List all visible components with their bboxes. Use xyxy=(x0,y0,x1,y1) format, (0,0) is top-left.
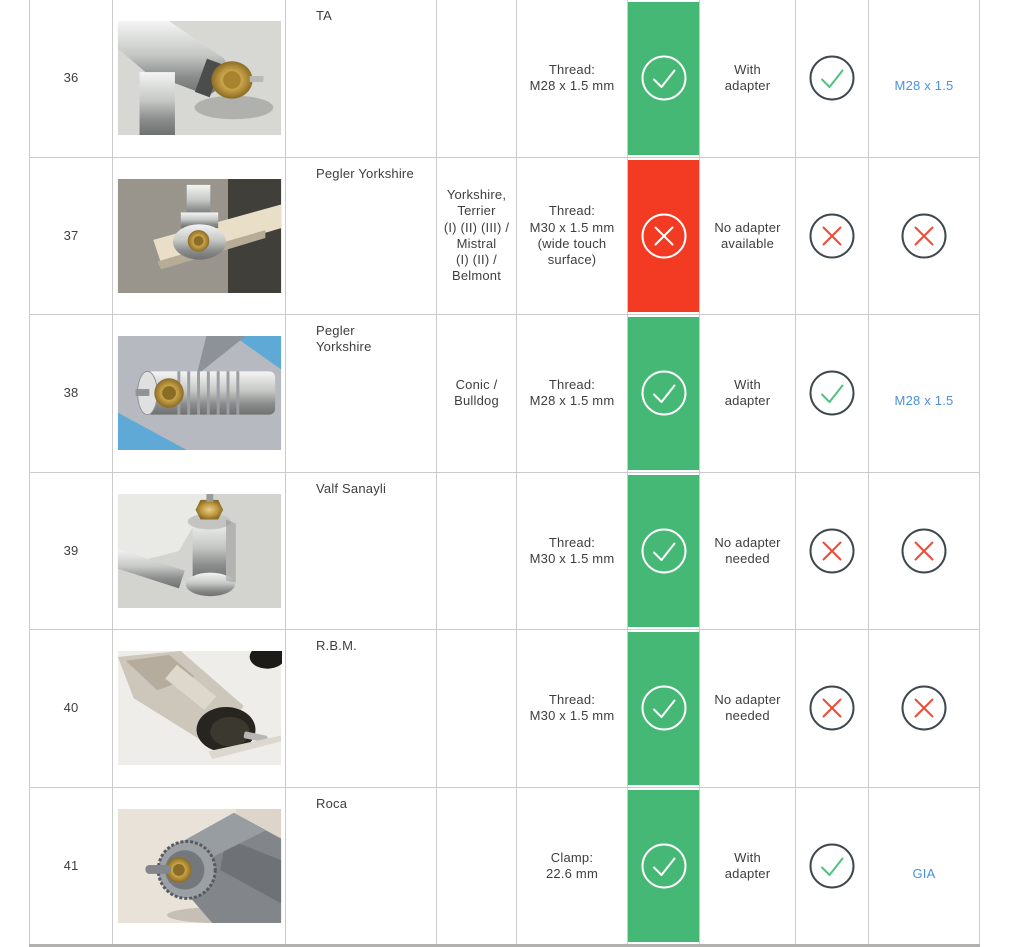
valve-photo xyxy=(117,808,281,923)
table-row: 38 Pegler Yorkshire Conic / Bulldog Thre… xyxy=(29,314,980,473)
x-circle-icon xyxy=(902,686,946,730)
valve-photo-cell xyxy=(112,0,286,158)
connection-cell: Thread: M28 x 1.5 mm xyxy=(516,314,628,473)
check-circle-icon xyxy=(810,56,854,100)
compatible-cell xyxy=(627,156,700,315)
compatible-flag xyxy=(628,789,699,942)
compatible-flag xyxy=(628,159,699,312)
availability-cell xyxy=(795,786,869,947)
compatible-flag xyxy=(628,2,699,155)
valve-compatibility-table: 36 TA Thread: M28 x 1.5 mm With adapter xyxy=(29,0,980,947)
compatible-flag xyxy=(628,632,699,785)
table-row: 36 TA Thread: M28 x 1.5 mm With adapter xyxy=(29,0,980,158)
x-circle-icon xyxy=(642,214,685,258)
check-circle-icon xyxy=(642,844,685,888)
availability-cell xyxy=(795,314,869,473)
x-circle-icon xyxy=(810,529,854,573)
brand-cell: Valf Sanayli xyxy=(285,471,437,630)
valve-photo xyxy=(117,178,281,293)
models-cell xyxy=(436,629,517,788)
valve-photo xyxy=(117,336,281,451)
compatible-cell xyxy=(627,786,700,947)
brand-cell: R.B.M. xyxy=(285,629,437,788)
models-cell: Conic / Bulldog xyxy=(436,314,517,473)
adapter-cell: No adapter needed xyxy=(699,471,796,630)
table-row: 39 Valf Sanayli Thread: M30 x 1.5 mm No … xyxy=(29,471,980,630)
adapter-link-cell xyxy=(868,629,980,788)
check-circle-icon xyxy=(642,686,685,730)
valve-photo-cell xyxy=(112,314,286,473)
availability-cell xyxy=(795,156,869,315)
compatible-cell xyxy=(627,0,700,158)
x-circle-icon xyxy=(810,214,854,258)
x-circle-icon xyxy=(810,686,854,730)
row-number: 37 xyxy=(29,156,113,315)
connection-cell: Thread: M28 x 1.5 mm xyxy=(516,0,628,158)
connection-cell: Thread: M30 x 1.5 mm xyxy=(516,471,628,630)
check-circle-icon xyxy=(642,529,685,573)
x-circle-icon xyxy=(902,529,946,573)
valve-photo xyxy=(117,21,281,136)
x-circle-icon xyxy=(902,214,946,258)
adapter-cell: With adapter xyxy=(699,0,796,158)
compatible-cell xyxy=(627,629,700,788)
models-cell: Yorkshire, Terrier (I) (II) (III) / Mist… xyxy=(436,156,517,315)
check-circle-icon xyxy=(810,844,854,888)
adapter-link-cell: GIA xyxy=(868,786,980,947)
adapter-link-cell: M28 x 1.5 xyxy=(868,314,980,473)
adapter-cell: With adapter xyxy=(699,314,796,473)
adapter-link[interactable]: M28 x 1.5 xyxy=(894,393,954,409)
connection-cell: Thread: M30 x 1.5 mm (wide touch surface… xyxy=(516,156,628,315)
compatible-flag xyxy=(628,317,699,470)
models-cell xyxy=(436,0,517,158)
connection-cell: Thread: M30 x 1.5 mm xyxy=(516,629,628,788)
adapter-cell: With adapter xyxy=(699,786,796,947)
connection-cell: Clamp: 22.6 mm xyxy=(516,786,628,947)
row-number: 38 xyxy=(29,314,113,473)
compatible-cell xyxy=(627,471,700,630)
valve-photo-cell xyxy=(112,629,286,788)
check-circle-icon xyxy=(642,56,685,100)
adapter-cell: No adapter needed xyxy=(699,629,796,788)
models-cell xyxy=(436,471,517,630)
valve-photo-cell xyxy=(112,156,286,315)
row-number: 41 xyxy=(29,786,113,947)
table-row: 40 R.B.M. Thread: M30 x 1.5 mm No adapte… xyxy=(29,629,980,788)
brand-cell: Pegler Yorkshire xyxy=(285,156,437,315)
table-row: 41 Roca Clamp: 22.6 mm xyxy=(29,786,980,947)
availability-cell xyxy=(795,629,869,788)
row-number: 39 xyxy=(29,471,113,630)
valve-photo-cell xyxy=(112,786,286,947)
brand-cell: TA xyxy=(285,0,437,158)
valve-photo xyxy=(117,493,281,608)
valve-photo xyxy=(117,651,282,766)
adapter-link[interactable]: M28 x 1.5 xyxy=(894,78,954,94)
availability-cell xyxy=(795,471,869,630)
compatible-cell xyxy=(627,314,700,473)
adapter-cell: No adapter available xyxy=(699,156,796,315)
availability-cell xyxy=(795,0,869,158)
models-cell xyxy=(436,786,517,947)
valve-photo-cell xyxy=(112,471,286,630)
brand-cell: Pegler Yorkshire xyxy=(285,314,437,473)
adapter-link[interactable]: GIA xyxy=(912,865,936,881)
row-number: 40 xyxy=(29,629,113,788)
brand-cell: Roca xyxy=(285,786,437,947)
check-circle-icon xyxy=(642,371,685,415)
adapter-link-cell xyxy=(868,471,980,630)
compatible-flag xyxy=(628,474,699,627)
adapter-link-cell: M28 x 1.5 xyxy=(868,0,980,158)
row-number: 36 xyxy=(29,0,113,158)
table-row: 37 Pegler Yorkshire Yorkshire, Terrier (… xyxy=(29,156,980,315)
adapter-link-cell xyxy=(868,156,980,315)
check-circle-icon xyxy=(810,371,854,415)
